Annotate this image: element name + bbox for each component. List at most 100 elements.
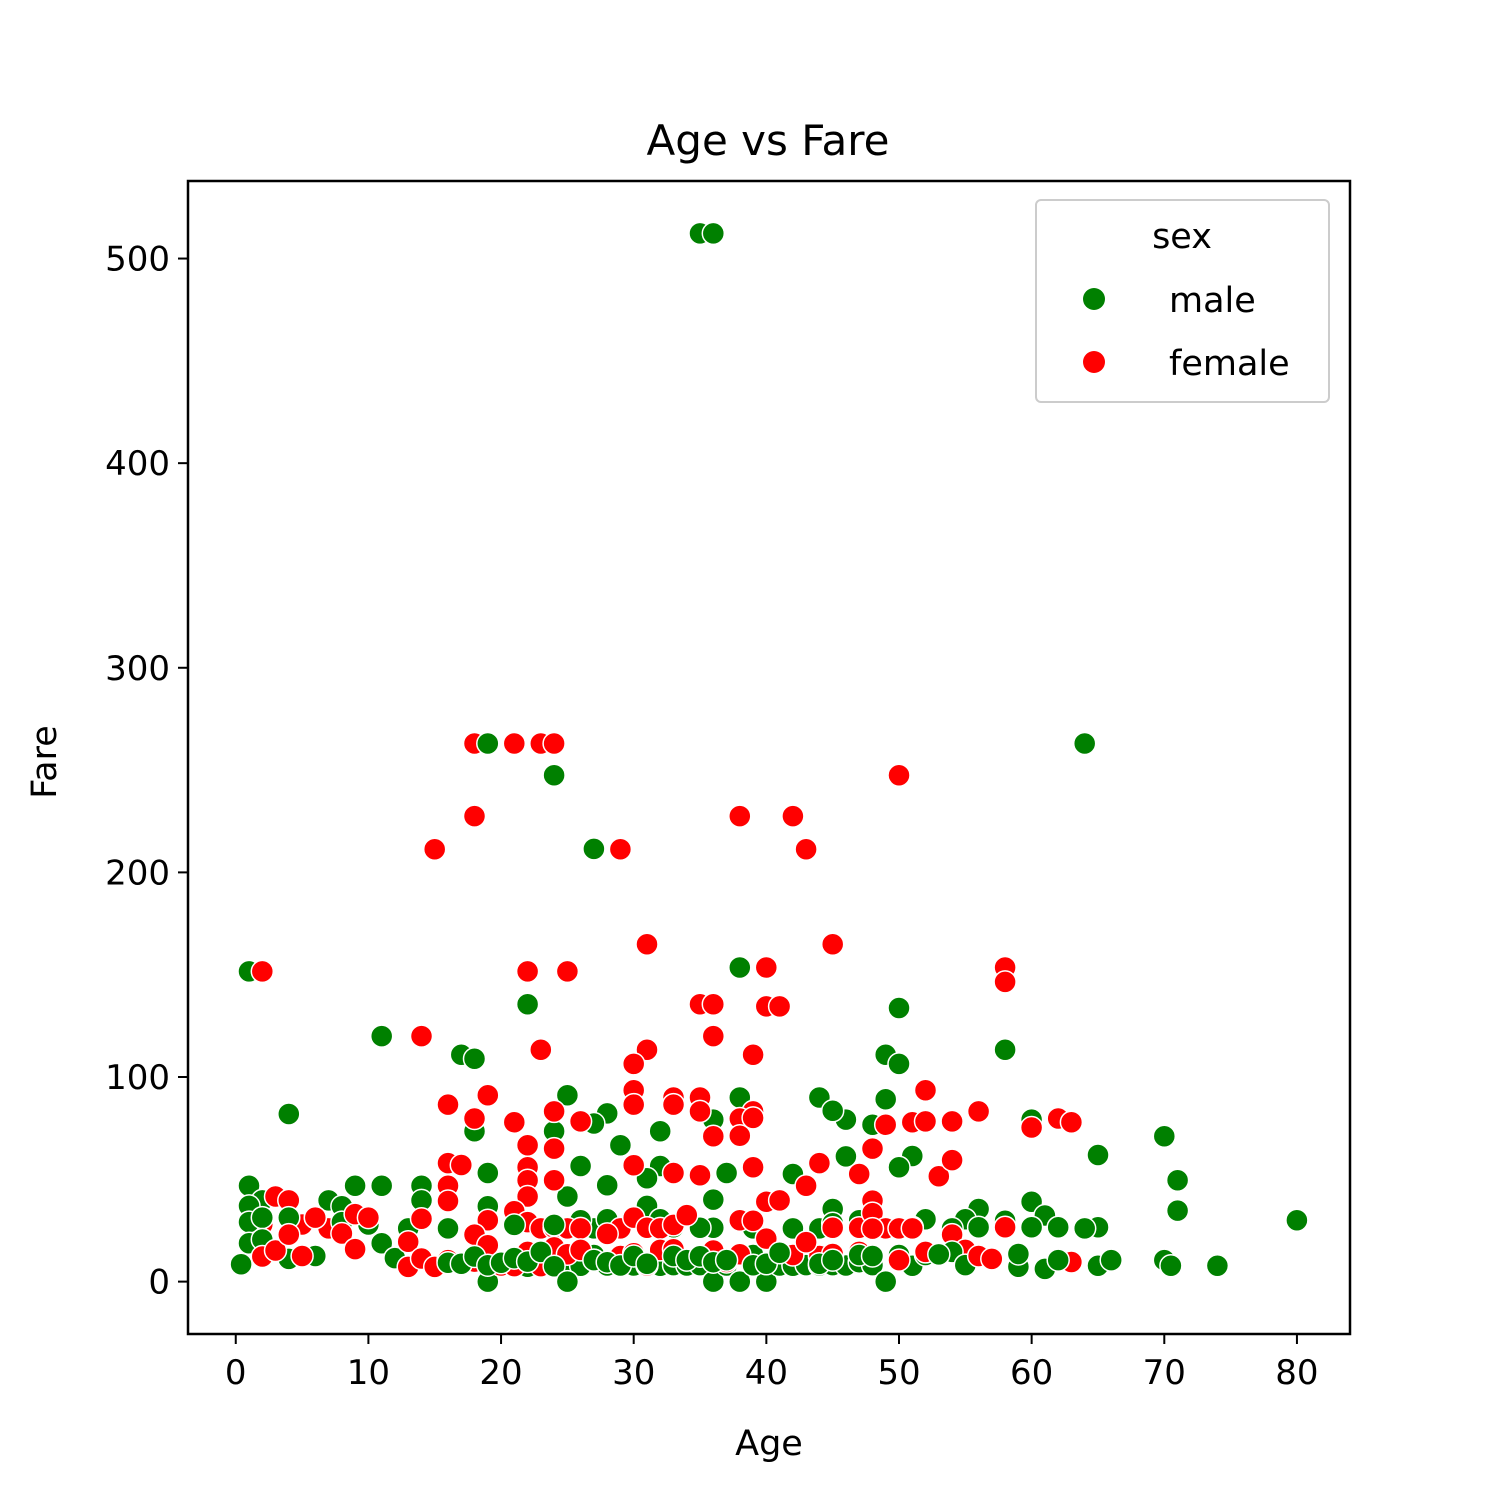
data-point-female bbox=[515, 959, 540, 984]
data-point-male bbox=[887, 996, 911, 1020]
data-point-female bbox=[330, 1221, 354, 1246]
data-point-female bbox=[887, 763, 911, 787]
x-tick-label: 20 bbox=[479, 1353, 522, 1393]
data-point-male bbox=[502, 1213, 527, 1237]
data-point-male bbox=[555, 1184, 580, 1209]
x-tick-label: 50 bbox=[877, 1353, 920, 1393]
data-point-female bbox=[595, 1222, 619, 1246]
data-point-male bbox=[1046, 1215, 1070, 1239]
data-point-female bbox=[741, 1106, 765, 1130]
y-axis-label: Fare bbox=[25, 725, 65, 799]
y-axis-ticks: 0 100 200 300 400 500 bbox=[105, 240, 188, 1303]
x-tick-label: 0 bbox=[225, 1353, 247, 1393]
data-point-male bbox=[462, 1047, 487, 1071]
x-axis-ticks: 0 10 20 30 40 50 60 70 80 bbox=[225, 1334, 1319, 1393]
data-point-male bbox=[873, 1269, 898, 1294]
data-point-female bbox=[409, 1207, 434, 1231]
data-point-male bbox=[343, 1173, 367, 1198]
data-point-male bbox=[887, 1052, 911, 1076]
data-point-male bbox=[542, 1213, 566, 1237]
data-point-female bbox=[343, 1237, 367, 1261]
data-point-female bbox=[515, 1133, 540, 1158]
data-point-male bbox=[476, 1161, 500, 1185]
data-point-male bbox=[728, 1269, 752, 1294]
data-point-male bbox=[1086, 1143, 1110, 1167]
data-point-female bbox=[542, 1168, 566, 1193]
data-point-female bbox=[860, 1216, 885, 1241]
data-point-female bbox=[542, 1136, 566, 1161]
data-point-female bbox=[767, 994, 792, 1019]
data-point-male bbox=[1072, 1216, 1097, 1241]
data-point-female bbox=[515, 1184, 540, 1209]
data-point-female bbox=[807, 1151, 832, 1175]
y-tick-label: 500 bbox=[105, 240, 170, 280]
data-point-female bbox=[356, 1205, 381, 1230]
data-point-female bbox=[767, 1188, 792, 1213]
x-tick-label: 70 bbox=[1143, 1353, 1186, 1393]
legend: sex male female bbox=[1035, 199, 1330, 403]
data-point-male bbox=[927, 1242, 951, 1267]
data-point-female bbox=[940, 1109, 964, 1134]
data-point-male bbox=[820, 1248, 845, 1272]
data-point-male bbox=[635, 1252, 659, 1276]
data-point-male bbox=[582, 837, 606, 861]
legend-marker-male bbox=[1083, 288, 1105, 310]
data-point-female bbox=[621, 1153, 646, 1177]
data-point-female bbox=[422, 837, 447, 862]
data-point-female bbox=[913, 1109, 938, 1134]
data-point-female bbox=[820, 932, 845, 956]
data-point-male bbox=[515, 992, 540, 1016]
data-point-female bbox=[820, 1216, 845, 1240]
data-point-male bbox=[834, 1144, 858, 1169]
data-point-male bbox=[277, 1102, 301, 1126]
data-point-female bbox=[542, 731, 566, 756]
data-point-male bbox=[1159, 1254, 1183, 1278]
data-point-female bbox=[529, 1038, 553, 1062]
y-tick-label: 300 bbox=[105, 649, 170, 689]
data-point-female bbox=[794, 1230, 818, 1254]
data-point-female bbox=[913, 1078, 938, 1103]
data-point-female bbox=[993, 970, 1017, 994]
data-point-male bbox=[568, 1154, 593, 1178]
data-point-female bbox=[263, 1238, 288, 1263]
data-point-male bbox=[701, 1187, 726, 1212]
data-point-male bbox=[476, 731, 500, 756]
data-point-male bbox=[1046, 1248, 1070, 1272]
data-point-male bbox=[1165, 1198, 1190, 1223]
legend-marker-female bbox=[1083, 351, 1105, 373]
data-point-female bbox=[409, 1024, 434, 1048]
data-point-female bbox=[741, 1155, 765, 1179]
data-point-male bbox=[966, 1215, 991, 1239]
x-axis-label: Age bbox=[735, 1424, 803, 1464]
data-point-female bbox=[555, 959, 580, 984]
data-points bbox=[229, 221, 1309, 1294]
data-point-female bbox=[701, 1124, 726, 1149]
data-point-female bbox=[781, 804, 805, 828]
legend-frame bbox=[1035, 199, 1330, 403]
data-point-female bbox=[290, 1244, 314, 1268]
data-point-female bbox=[635, 932, 659, 956]
data-point-male bbox=[369, 1173, 394, 1198]
data-point-female bbox=[728, 1123, 752, 1148]
data-point-female bbox=[476, 1208, 500, 1232]
data-point-male bbox=[1152, 1124, 1177, 1149]
data-point-female bbox=[900, 1216, 925, 1241]
data-point-female bbox=[754, 955, 779, 980]
data-point-female bbox=[1059, 1110, 1084, 1134]
chart-title: Age vs Fare bbox=[647, 116, 890, 165]
data-point-female bbox=[462, 1106, 487, 1131]
data-point-female bbox=[887, 1248, 911, 1272]
data-point-female bbox=[661, 1092, 686, 1117]
data-point-male bbox=[1019, 1215, 1044, 1239]
legend-label-female: female bbox=[1169, 344, 1290, 384]
x-tick-label: 40 bbox=[745, 1353, 788, 1393]
data-point-female bbox=[436, 1092, 460, 1117]
data-point-male bbox=[436, 1216, 460, 1241]
data-point-female bbox=[1019, 1115, 1044, 1140]
data-point-male bbox=[648, 1119, 672, 1143]
data-point-male bbox=[873, 1087, 898, 1112]
data-point-male bbox=[714, 1248, 739, 1272]
data-point-male bbox=[887, 1155, 911, 1179]
data-point-male bbox=[555, 1083, 580, 1107]
data-point-male bbox=[369, 1024, 394, 1048]
